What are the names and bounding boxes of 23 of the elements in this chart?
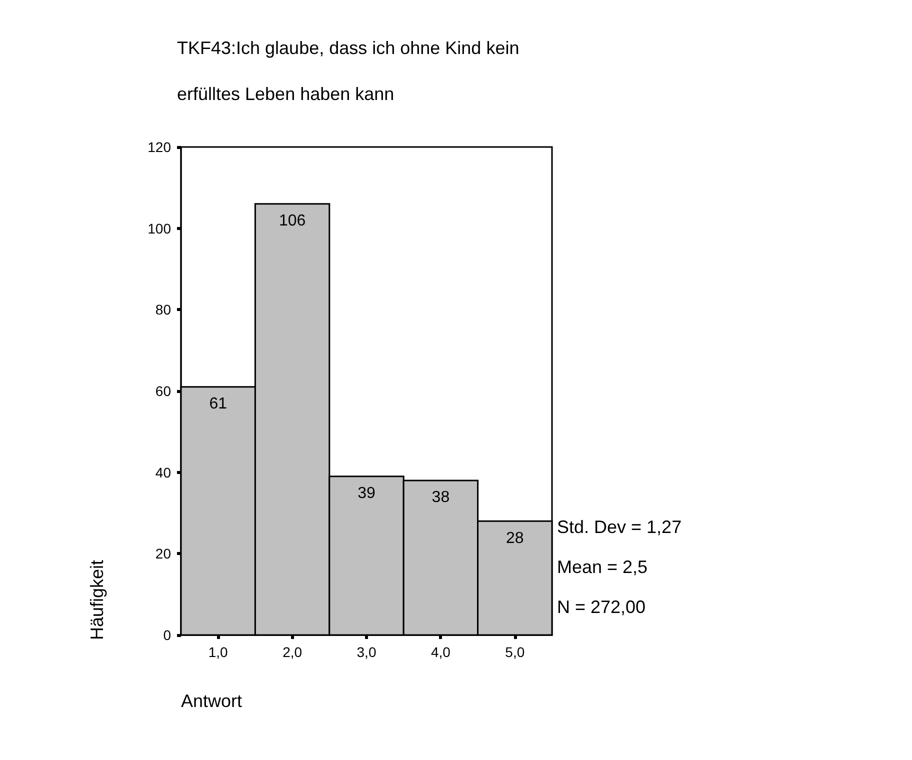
y-tick-label: 60 bbox=[155, 383, 172, 399]
text: Std. Dev = 1,27 bbox=[557, 517, 682, 537]
chart-title: TKF43:Ich glaube, dass ich ohne Kind kein erfülltes Leben haben kann bbox=[177, 38, 520, 104]
data-label: 38 bbox=[432, 489, 450, 506]
data-label: 28 bbox=[506, 530, 524, 547]
x-axis-title: Antwort bbox=[181, 691, 242, 711]
x-tick-label: 1,0 bbox=[208, 644, 228, 660]
x-tick-label: 3,0 bbox=[356, 644, 376, 660]
x-tick-label: 5,0 bbox=[505, 644, 525, 660]
y-tick-label: 0 bbox=[163, 627, 172, 643]
y-tick-label: 120 bbox=[148, 139, 172, 155]
x-tick-label: 4,0 bbox=[430, 644, 451, 660]
y-tick-label: 40 bbox=[155, 464, 172, 480]
y-tick-label: 20 bbox=[155, 546, 172, 562]
text: Mean = 2,5 bbox=[557, 557, 648, 577]
data-label: 106 bbox=[278, 212, 306, 230]
y-axis-title: Häufigkeit bbox=[87, 560, 107, 640]
text: N = 272,00 bbox=[557, 597, 646, 617]
y-tick-label: 80 bbox=[155, 302, 172, 318]
data-label: 61 bbox=[209, 396, 228, 413]
data-label: 39 bbox=[358, 485, 376, 502]
y-tick-label: 100 bbox=[148, 220, 172, 236]
x-tick-label: 2,0 bbox=[282, 644, 302, 660]
